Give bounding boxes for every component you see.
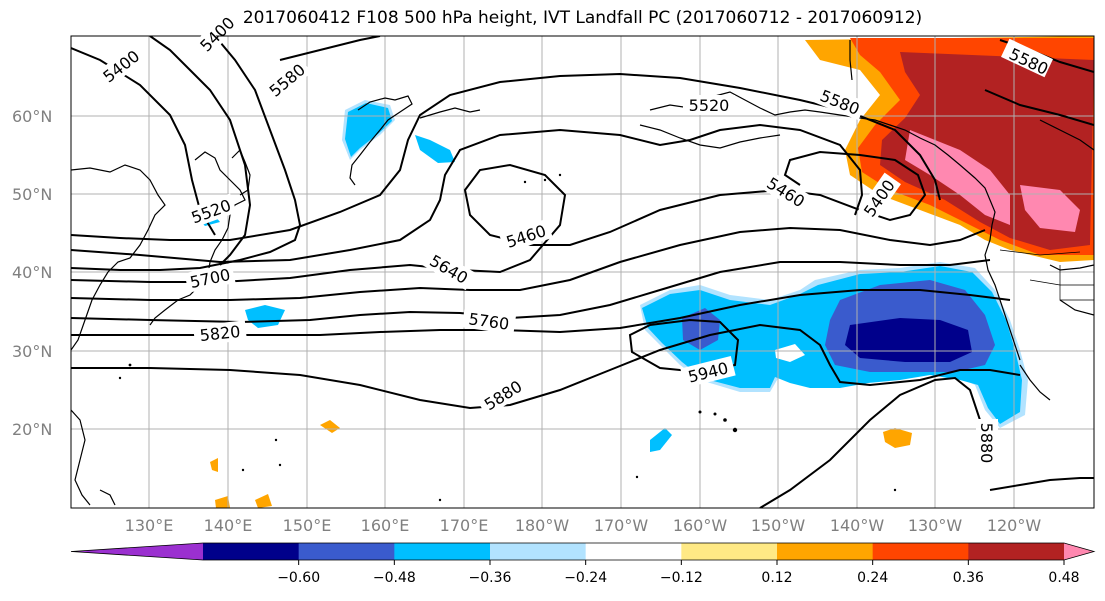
colorbar-segment — [298, 543, 395, 560]
colorbar-segment — [872, 543, 969, 560]
lat-label: 60°N — [12, 107, 52, 126]
colorbar-tick-label: −0.12 — [660, 570, 703, 586]
figure-title: 2017060412 F108 500 hPa height, IVT Land… — [242, 8, 923, 28]
contour-label: 5880 — [977, 423, 996, 464]
colorbar-tick-label: 0.36 — [953, 570, 984, 586]
latitude-labels: 60°N 50°N 40°N 30°N 20°N — [12, 107, 52, 439]
colorbar-segment — [777, 543, 874, 560]
colorbar: −0.60 −0.48 −0.36 −0.24 −0.12 0.12 0.24 0.36 0.4… — [70, 542, 1096, 586]
longitude-labels: 130°E 140°E 150°E 160°E 170°E 180°W 170°… — [125, 516, 1042, 535]
coastlines — [71, 40, 1094, 506]
colorbar-segment — [394, 543, 491, 560]
colorbar-segment — [585, 543, 682, 560]
lon-label: 160°W — [673, 516, 728, 535]
colorbar-tick-label: 0.12 — [761, 570, 792, 586]
lon-label: 140°E — [204, 516, 253, 535]
colorbar-segment — [490, 543, 587, 560]
lat-label: 40°N — [12, 263, 52, 282]
lat-label: 20°N — [12, 420, 52, 439]
political-borders — [999, 249, 1094, 301]
colorbar-segment — [681, 543, 778, 560]
lon-label: 130°W — [908, 516, 963, 535]
lon-label: 150°W — [751, 516, 806, 535]
island-markers — [118, 173, 897, 502]
lon-label: 180°W — [515, 516, 570, 535]
lat-label: 30°N — [12, 342, 52, 361]
colorbar-tick-label: 0.48 — [1048, 570, 1079, 586]
colorbar-tick-label: 0.24 — [857, 570, 888, 586]
colorbar-tick-label: −0.24 — [564, 570, 607, 586]
lon-label: 120°W — [987, 516, 1042, 535]
colorbar-extend-high — [1064, 543, 1094, 560]
lat-label: 50°N — [12, 185, 52, 204]
colorbar-segment — [968, 543, 1065, 560]
colorbar-tick-label: −0.36 — [469, 570, 512, 586]
contour-label: 5820 — [199, 322, 241, 345]
ivt-positive-shading — [210, 36, 1094, 508]
colorbar-tick-label: −0.48 — [373, 570, 416, 586]
lon-label: 150°E — [283, 516, 332, 535]
map-frame — [70, 35, 1095, 509]
colorbar-extend-low — [71, 543, 203, 560]
lon-label: 140°W — [830, 516, 885, 535]
colorbar-outline — [70, 542, 1096, 561]
lon-label: 170°W — [594, 516, 649, 535]
lon-label: 130°E — [125, 516, 174, 535]
colorbar-tick-label: −0.60 — [277, 570, 320, 586]
lon-label: 160°E — [361, 516, 410, 535]
lon-label: 170°E — [440, 516, 489, 535]
contour-label: 5520 — [689, 96, 730, 115]
colorbar-segment — [203, 543, 300, 560]
